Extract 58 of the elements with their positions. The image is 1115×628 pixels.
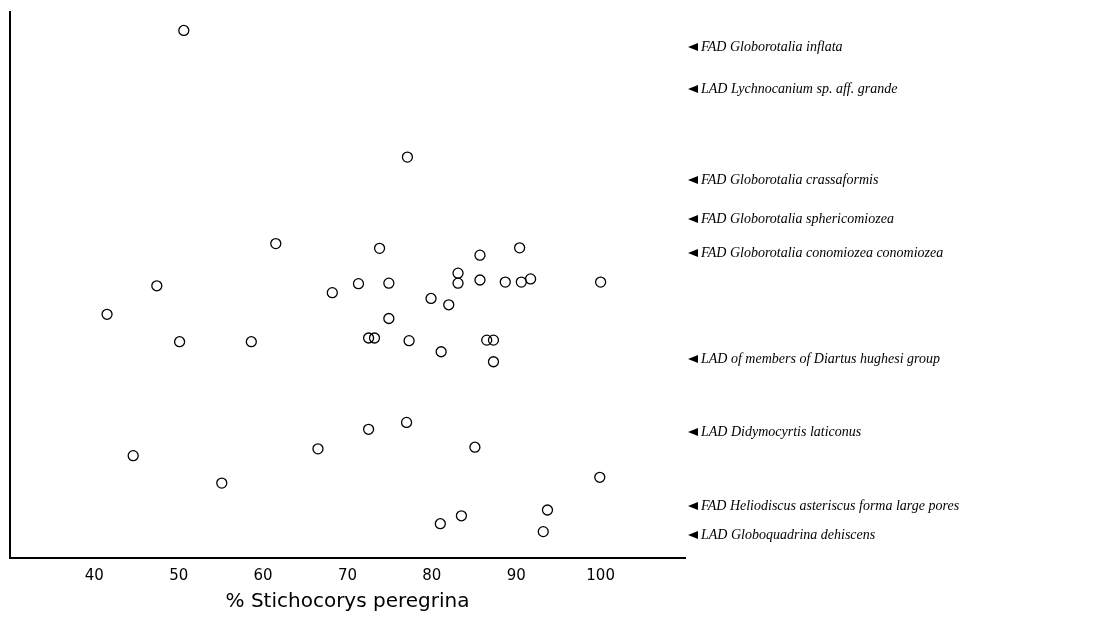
point: [403, 335, 415, 347]
point: [594, 471, 606, 483]
point: [452, 267, 464, 279]
text: LAD Globoquadrina dehiscens: [701, 527, 876, 543]
point: [474, 274, 486, 286]
point: [513, 242, 526, 254]
text: FAD Globorotalia conomiozea conomiozea: [701, 245, 944, 261]
point: [151, 280, 163, 292]
point: [173, 336, 186, 348]
text: FAD Globorotalia crassaformis: [701, 172, 879, 188]
point: [245, 336, 257, 348]
point: [400, 416, 413, 429]
point: [383, 277, 395, 289]
point: [270, 237, 282, 250]
point: [594, 276, 607, 288]
point: [452, 277, 464, 289]
text: LAD of members of Diartus hughesi group: [701, 351, 941, 367]
point: [524, 273, 537, 285]
text: FAD Globorotalia inflata: [701, 39, 843, 55]
point: [362, 332, 375, 344]
point: [101, 308, 113, 320]
point: [443, 299, 455, 311]
text: LAD Lychnocanium sp. aff. grande: [701, 81, 898, 97]
point: [487, 356, 500, 368]
x-tick-label: 70: [337, 565, 358, 584]
x-tick-label: 80: [422, 565, 442, 584]
point: [383, 312, 395, 325]
point: [435, 346, 447, 358]
x-tick-label: 60: [253, 565, 273, 584]
x-tick-label: 90: [506, 565, 526, 584]
point: [312, 443, 324, 455]
x-axis-title: % Stichocorys peregrina: [225, 588, 470, 613]
point: [487, 334, 500, 346]
point: [127, 450, 139, 462]
point: [401, 151, 414, 163]
point: [425, 292, 437, 305]
point: [537, 525, 549, 538]
point: [216, 477, 228, 489]
point: [368, 332, 381, 344]
x-tick-label: 40: [84, 565, 104, 584]
x-tick-label: 100: [586, 565, 615, 584]
point: [474, 249, 486, 261]
point: [326, 287, 338, 299]
text: LAD Didymocyrtis laticonus: [701, 424, 862, 440]
text: FAD Heliodiscus asteriscus forma large pores: [701, 498, 960, 514]
point: [373, 242, 386, 254]
point: [352, 278, 365, 290]
point: [469, 441, 481, 453]
point: [178, 24, 190, 37]
point: [541, 504, 554, 516]
point: [434, 518, 446, 530]
text: FAD Globorotalia sphericomiozea: [701, 211, 894, 227]
x-tick-label: 50: [169, 565, 189, 584]
point: [481, 334, 493, 346]
point: [455, 510, 468, 522]
point: [515, 276, 527, 288]
point: [362, 423, 375, 435]
point: [499, 276, 511, 288]
